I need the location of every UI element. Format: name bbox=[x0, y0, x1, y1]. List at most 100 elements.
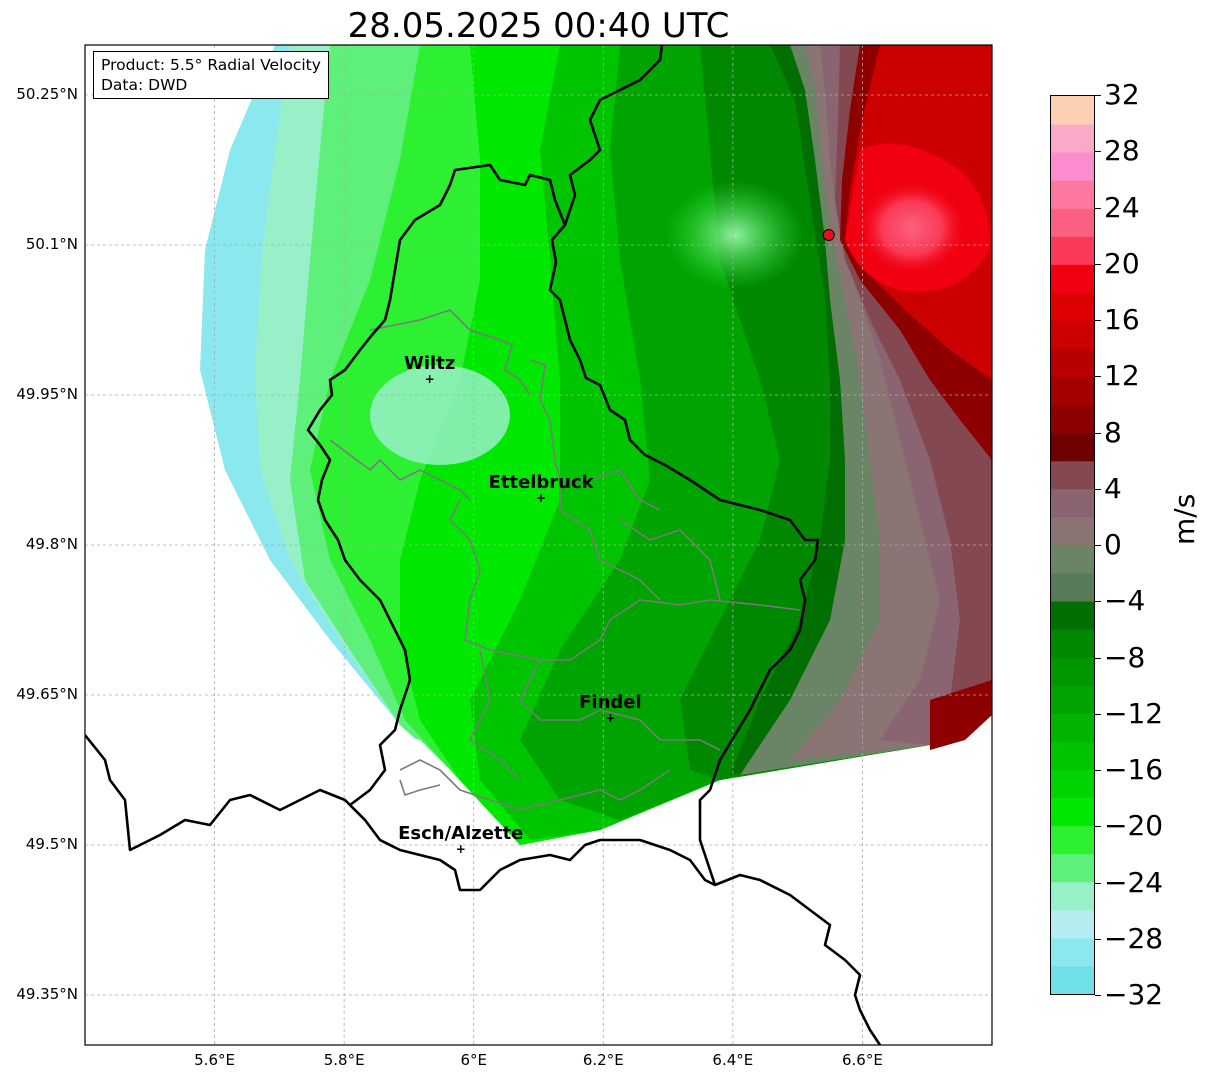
colorbar-segment bbox=[1051, 769, 1094, 799]
colorbar-segment bbox=[1051, 657, 1094, 686]
colorbar-segment bbox=[1051, 825, 1094, 855]
colorbar-unit-label: m/s bbox=[1168, 493, 1201, 545]
colorbar-segment bbox=[1051, 348, 1094, 378]
colorbar-segment bbox=[1051, 404, 1094, 434]
city-markers: +Wiltz+Ettelbruck+Findel+Esch/Alzette bbox=[398, 353, 642, 856]
city-label: Esch/Alzette bbox=[398, 823, 523, 844]
colorbar-tick-label: 20 bbox=[1104, 246, 1140, 280]
data-source-label: Data: DWD bbox=[101, 76, 188, 94]
colorbar-tick-label: 12 bbox=[1104, 359, 1140, 393]
lon-tick-label: 6.2°E bbox=[582, 1051, 624, 1069]
colorbar-tick-label: 32 bbox=[1104, 78, 1140, 111]
city-ettelbruck: +Ettelbruck bbox=[489, 472, 595, 505]
colorbar-segment bbox=[1051, 713, 1094, 742]
colorbar-segment bbox=[1051, 881, 1094, 911]
city-esch-alzette: +Esch/Alzette bbox=[398, 823, 523, 856]
velocity-zone-inbound-blob bbox=[665, 180, 805, 290]
colorbar-segment bbox=[1051, 320, 1094, 350]
colorbar-segment bbox=[1051, 685, 1094, 714]
colorbar-tick-label: −32 bbox=[1104, 978, 1164, 1011]
colorbar-segment bbox=[1051, 264, 1094, 293]
lon-tick-label: 6.4°E bbox=[712, 1051, 754, 1069]
city-label: Findel bbox=[579, 692, 642, 713]
product-info-box: Product: 5.5° Radial Velocity Data: DWD bbox=[93, 51, 329, 99]
colorbar-tick-label: −24 bbox=[1104, 865, 1164, 899]
colorbar-tick-label: 16 bbox=[1104, 303, 1140, 336]
colorbar-tick-mark bbox=[1095, 882, 1101, 884]
lon-tick-label: 6.6°E bbox=[842, 1051, 883, 1069]
colorbar-tick-mark bbox=[1095, 826, 1101, 828]
lat-tick-label: 49.35°N bbox=[16, 985, 78, 1003]
velocity-zone-pink-core bbox=[857, 180, 967, 276]
colorbar-segment bbox=[1051, 741, 1094, 770]
colorbar-segment bbox=[1051, 937, 1094, 967]
colorbar-tick-mark bbox=[1095, 263, 1101, 265]
city-marker-icon: + bbox=[425, 372, 435, 386]
canton-boundaries bbox=[329, 309, 801, 811]
colorbar-segment bbox=[1051, 909, 1094, 939]
colorbar-tick-label: −12 bbox=[1104, 696, 1164, 730]
axes-frame bbox=[84, 44, 993, 1046]
colorbar-segment bbox=[1051, 152, 1094, 181]
colorbar-tick-mark bbox=[1095, 995, 1101, 996]
colorbar-segment bbox=[1051, 124, 1094, 153]
colorbar-tick-label: −20 bbox=[1104, 809, 1164, 843]
colorbar-tick-label: 4 bbox=[1104, 471, 1122, 505]
colorbar-segment bbox=[1051, 208, 1094, 237]
colorbar-segment bbox=[1051, 965, 1094, 994]
lat-tick-label: 49.5°N bbox=[25, 835, 78, 853]
colorbar-tick-mark bbox=[1095, 657, 1101, 659]
colorbar-segment bbox=[1051, 629, 1094, 658]
radar-site-marker bbox=[822, 229, 835, 241]
colorbar-tick-mark bbox=[1095, 713, 1101, 715]
luxembourg-border bbox=[306, 163, 820, 892]
colorbar-segment bbox=[1051, 292, 1094, 321]
colorbar-segment bbox=[1051, 573, 1094, 602]
colorbar-tick-label: 0 bbox=[1104, 528, 1122, 561]
colorbar-tick-mark bbox=[1095, 432, 1101, 434]
colorbar-segment bbox=[1051, 376, 1094, 406]
lat-tick-label: 50.1°N bbox=[25, 235, 78, 253]
city-findel: +Findel bbox=[579, 692, 642, 725]
colorbar-tick-mark bbox=[1095, 938, 1101, 940]
colorbar-tick-mark bbox=[1095, 488, 1101, 490]
city-label: Wiltz bbox=[404, 353, 455, 374]
colorbar-segment bbox=[1051, 516, 1094, 546]
colorbar-segment bbox=[1051, 488, 1094, 518]
lat-tick-label: 49.65°N bbox=[16, 685, 78, 703]
colorbar-tick-mark bbox=[1095, 376, 1101, 378]
lat-tick-label: 49.95°N bbox=[16, 385, 78, 403]
colorbar-segment bbox=[1051, 853, 1094, 883]
colorbar-tick-label: −16 bbox=[1104, 753, 1164, 786]
colorbar-tick-label: −28 bbox=[1104, 921, 1164, 955]
colorbar-tick-mark bbox=[1095, 95, 1101, 96]
colorbar-segment bbox=[1051, 96, 1094, 125]
city-wiltz: +Wiltz bbox=[404, 353, 455, 386]
city-label: Ettelbruck bbox=[489, 472, 595, 493]
velocity-zone-dark-red-fringe bbox=[930, 680, 992, 750]
colorbar-segment bbox=[1051, 460, 1094, 490]
colorbar-tick-mark bbox=[1095, 601, 1101, 603]
colorbar-segment bbox=[1051, 797, 1094, 827]
colorbar-segment bbox=[1051, 180, 1094, 209]
lon-tick-label: 6°E bbox=[460, 1051, 487, 1069]
colorbar-segment bbox=[1051, 236, 1094, 265]
lat-tick-label: 49.8°N bbox=[25, 535, 78, 553]
colorbar-segment bbox=[1051, 601, 1094, 630]
city-marker-icon: + bbox=[456, 842, 466, 856]
colorbar-tick-mark bbox=[1095, 770, 1101, 771]
colorbar-tick-label: 24 bbox=[1104, 190, 1140, 224]
velocity-zone-wiltz-pale bbox=[370, 365, 510, 465]
colorbar-tick-label: 28 bbox=[1104, 134, 1140, 168]
lon-tick-label: 5.8°E bbox=[323, 1051, 365, 1069]
colorbar-segment bbox=[1051, 432, 1094, 462]
colorbar-tick-mark bbox=[1095, 207, 1101, 209]
colorbar-segment bbox=[1051, 545, 1094, 574]
lat-tick-label: 50.25°N bbox=[16, 85, 78, 103]
colorbar-tick-mark bbox=[1095, 545, 1101, 546]
map-title: 28.05.2025 00:40 UTC bbox=[347, 6, 730, 46]
city-marker-icon: + bbox=[536, 491, 546, 505]
colorbar-tick-label: −8 bbox=[1104, 640, 1146, 674]
product-label: Product: 5.5° Radial Velocity bbox=[101, 56, 321, 74]
no-data-gap bbox=[380, 730, 450, 780]
